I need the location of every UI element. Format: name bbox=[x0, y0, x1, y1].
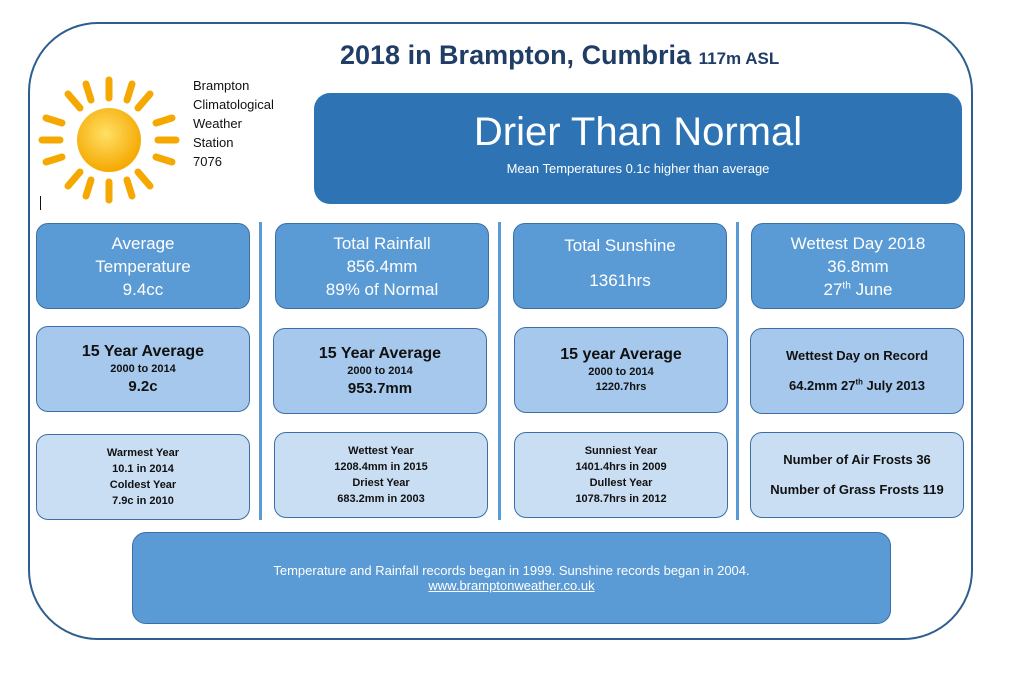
record-line: Driest Year bbox=[352, 477, 410, 489]
air-frosts: Number of Air Frosts 36 bbox=[783, 452, 931, 467]
rainfall-summary-box: Total Rainfall 856.4mm 89% of Normal bbox=[275, 223, 489, 309]
record-line: Wettest Year bbox=[348, 445, 414, 457]
sunshine-value: 1361hrs bbox=[589, 271, 651, 290]
title-elevation: 117m ASL bbox=[698, 49, 780, 68]
sun-icon bbox=[38, 76, 180, 204]
temperature-summary-box: Average Temperature 9.4cc bbox=[36, 223, 250, 309]
average-title: 15 Year Average bbox=[81, 343, 205, 360]
sunshine-records-box: Sunniest Year 1401.4hrs in 2009 Dullest … bbox=[514, 432, 728, 518]
rainfall-value: 856.4mm bbox=[346, 256, 418, 276]
record-suffix: th bbox=[855, 377, 863, 387]
summary-banner: Drier Than Normal Mean Temperatures 0.1c… bbox=[314, 93, 962, 204]
page-title: 2018 in Brampton, Cumbria 117m ASL bbox=[340, 40, 880, 71]
footer-banner: Temperature and Rainfall records began i… bbox=[132, 532, 891, 624]
station-label: Brampton Climatological Weather Station … bbox=[193, 76, 274, 171]
record-value: 64.2mm 27th July 2013 bbox=[789, 376, 925, 396]
record-line: Warmest Year bbox=[106, 447, 180, 459]
record-line: 1401.4hrs in 2009 bbox=[575, 461, 667, 473]
title-text: 2018 in Brampton, Cumbria bbox=[340, 40, 692, 70]
record-amount: 64.2mm 27 bbox=[788, 378, 856, 393]
rainfall-percent: 89% of Normal bbox=[325, 279, 439, 299]
sunshine-summary-box: Total Sunshine 1361hrs bbox=[513, 223, 727, 309]
station-line: Brampton bbox=[193, 78, 250, 93]
text-cursor bbox=[40, 196, 41, 210]
date-suffix: th bbox=[842, 279, 851, 291]
rainfall-records-box: Wettest Year 1208.4mm in 2015 Driest Yea… bbox=[274, 432, 488, 518]
temperature-label: Temperature bbox=[95, 256, 191, 276]
summary-headline: Drier Than Normal bbox=[473, 110, 803, 154]
date-month: June bbox=[855, 279, 893, 299]
wettest-day-summary-box: Wettest Day 2018 36.8mm 27th June bbox=[751, 223, 965, 309]
rainfall-label: Total Rainfall bbox=[333, 233, 431, 253]
station-line: Station bbox=[193, 135, 234, 150]
column-divider bbox=[259, 222, 262, 520]
record-line: 7.9c in 2010 bbox=[112, 495, 174, 507]
grass-frosts: Number of Grass Frosts 119 bbox=[770, 482, 944, 497]
temperature-average-box: 15 Year Average 2000 to 2014 9.2c bbox=[36, 326, 250, 412]
rainfall-average-box: 15 Year Average 2000 to 2014 953.7mm bbox=[273, 328, 487, 414]
temperature-label: Average bbox=[111, 233, 175, 253]
record-date: July 2013 bbox=[866, 378, 926, 393]
record-line: 1208.4mm in 2015 bbox=[334, 461, 428, 473]
column-divider bbox=[498, 222, 501, 520]
summary-subline: Mean Temperatures 0.1c higher than avera… bbox=[506, 161, 770, 176]
column-divider bbox=[736, 222, 739, 520]
average-title: 15 year Average bbox=[560, 346, 682, 363]
temperature-records-box: Warmest Year 10.1 in 2014 Coldest Year 7… bbox=[36, 434, 250, 520]
average-value: 9.2c bbox=[128, 378, 158, 395]
wettest-day-date: 27th June bbox=[823, 278, 892, 301]
footer-note: Temperature and Rainfall records began i… bbox=[273, 563, 750, 578]
record-line: Sunniest Year bbox=[584, 445, 658, 457]
temperature-value: 9.4cc bbox=[122, 279, 164, 299]
record-line: 683.2mm in 2003 bbox=[337, 493, 425, 505]
sunshine-average-box: 15 year Average 2000 to 2014 1220.7hrs bbox=[514, 327, 728, 413]
website-link[interactable]: www.bramptonweather.co.uk bbox=[428, 578, 595, 593]
record-line: Coldest Year bbox=[109, 479, 177, 491]
station-line: 7076 bbox=[193, 154, 222, 169]
wettest-day-label: Wettest Day 2018 bbox=[790, 233, 926, 253]
wettest-day-value: 36.8mm bbox=[827, 256, 889, 276]
record-line: 10.1 in 2014 bbox=[112, 463, 174, 475]
wettest-record-box: Wettest Day on Record 64.2mm 27th July 2… bbox=[750, 328, 964, 414]
sunshine-label: Total Sunshine bbox=[564, 236, 676, 255]
station-line: Weather bbox=[193, 116, 242, 131]
average-range: 2000 to 2014 bbox=[347, 365, 413, 377]
date-day: 27 bbox=[823, 279, 843, 299]
frosts-box: Number of Air Frosts 36 Number of Grass … bbox=[750, 432, 964, 518]
record-line: 1078.7hrs in 2012 bbox=[575, 493, 667, 505]
average-value: 953.7mm bbox=[347, 380, 413, 397]
station-line: Climatological bbox=[193, 97, 274, 112]
average-range: 2000 to 2014 bbox=[110, 363, 176, 375]
record-title: Wettest Day on Record bbox=[785, 348, 929, 363]
average-title: 15 Year Average bbox=[318, 345, 442, 362]
average-range: 2000 to 2014 bbox=[588, 366, 654, 378]
record-line: Dullest Year bbox=[589, 477, 653, 489]
average-value: 1220.7hrs bbox=[595, 381, 647, 393]
